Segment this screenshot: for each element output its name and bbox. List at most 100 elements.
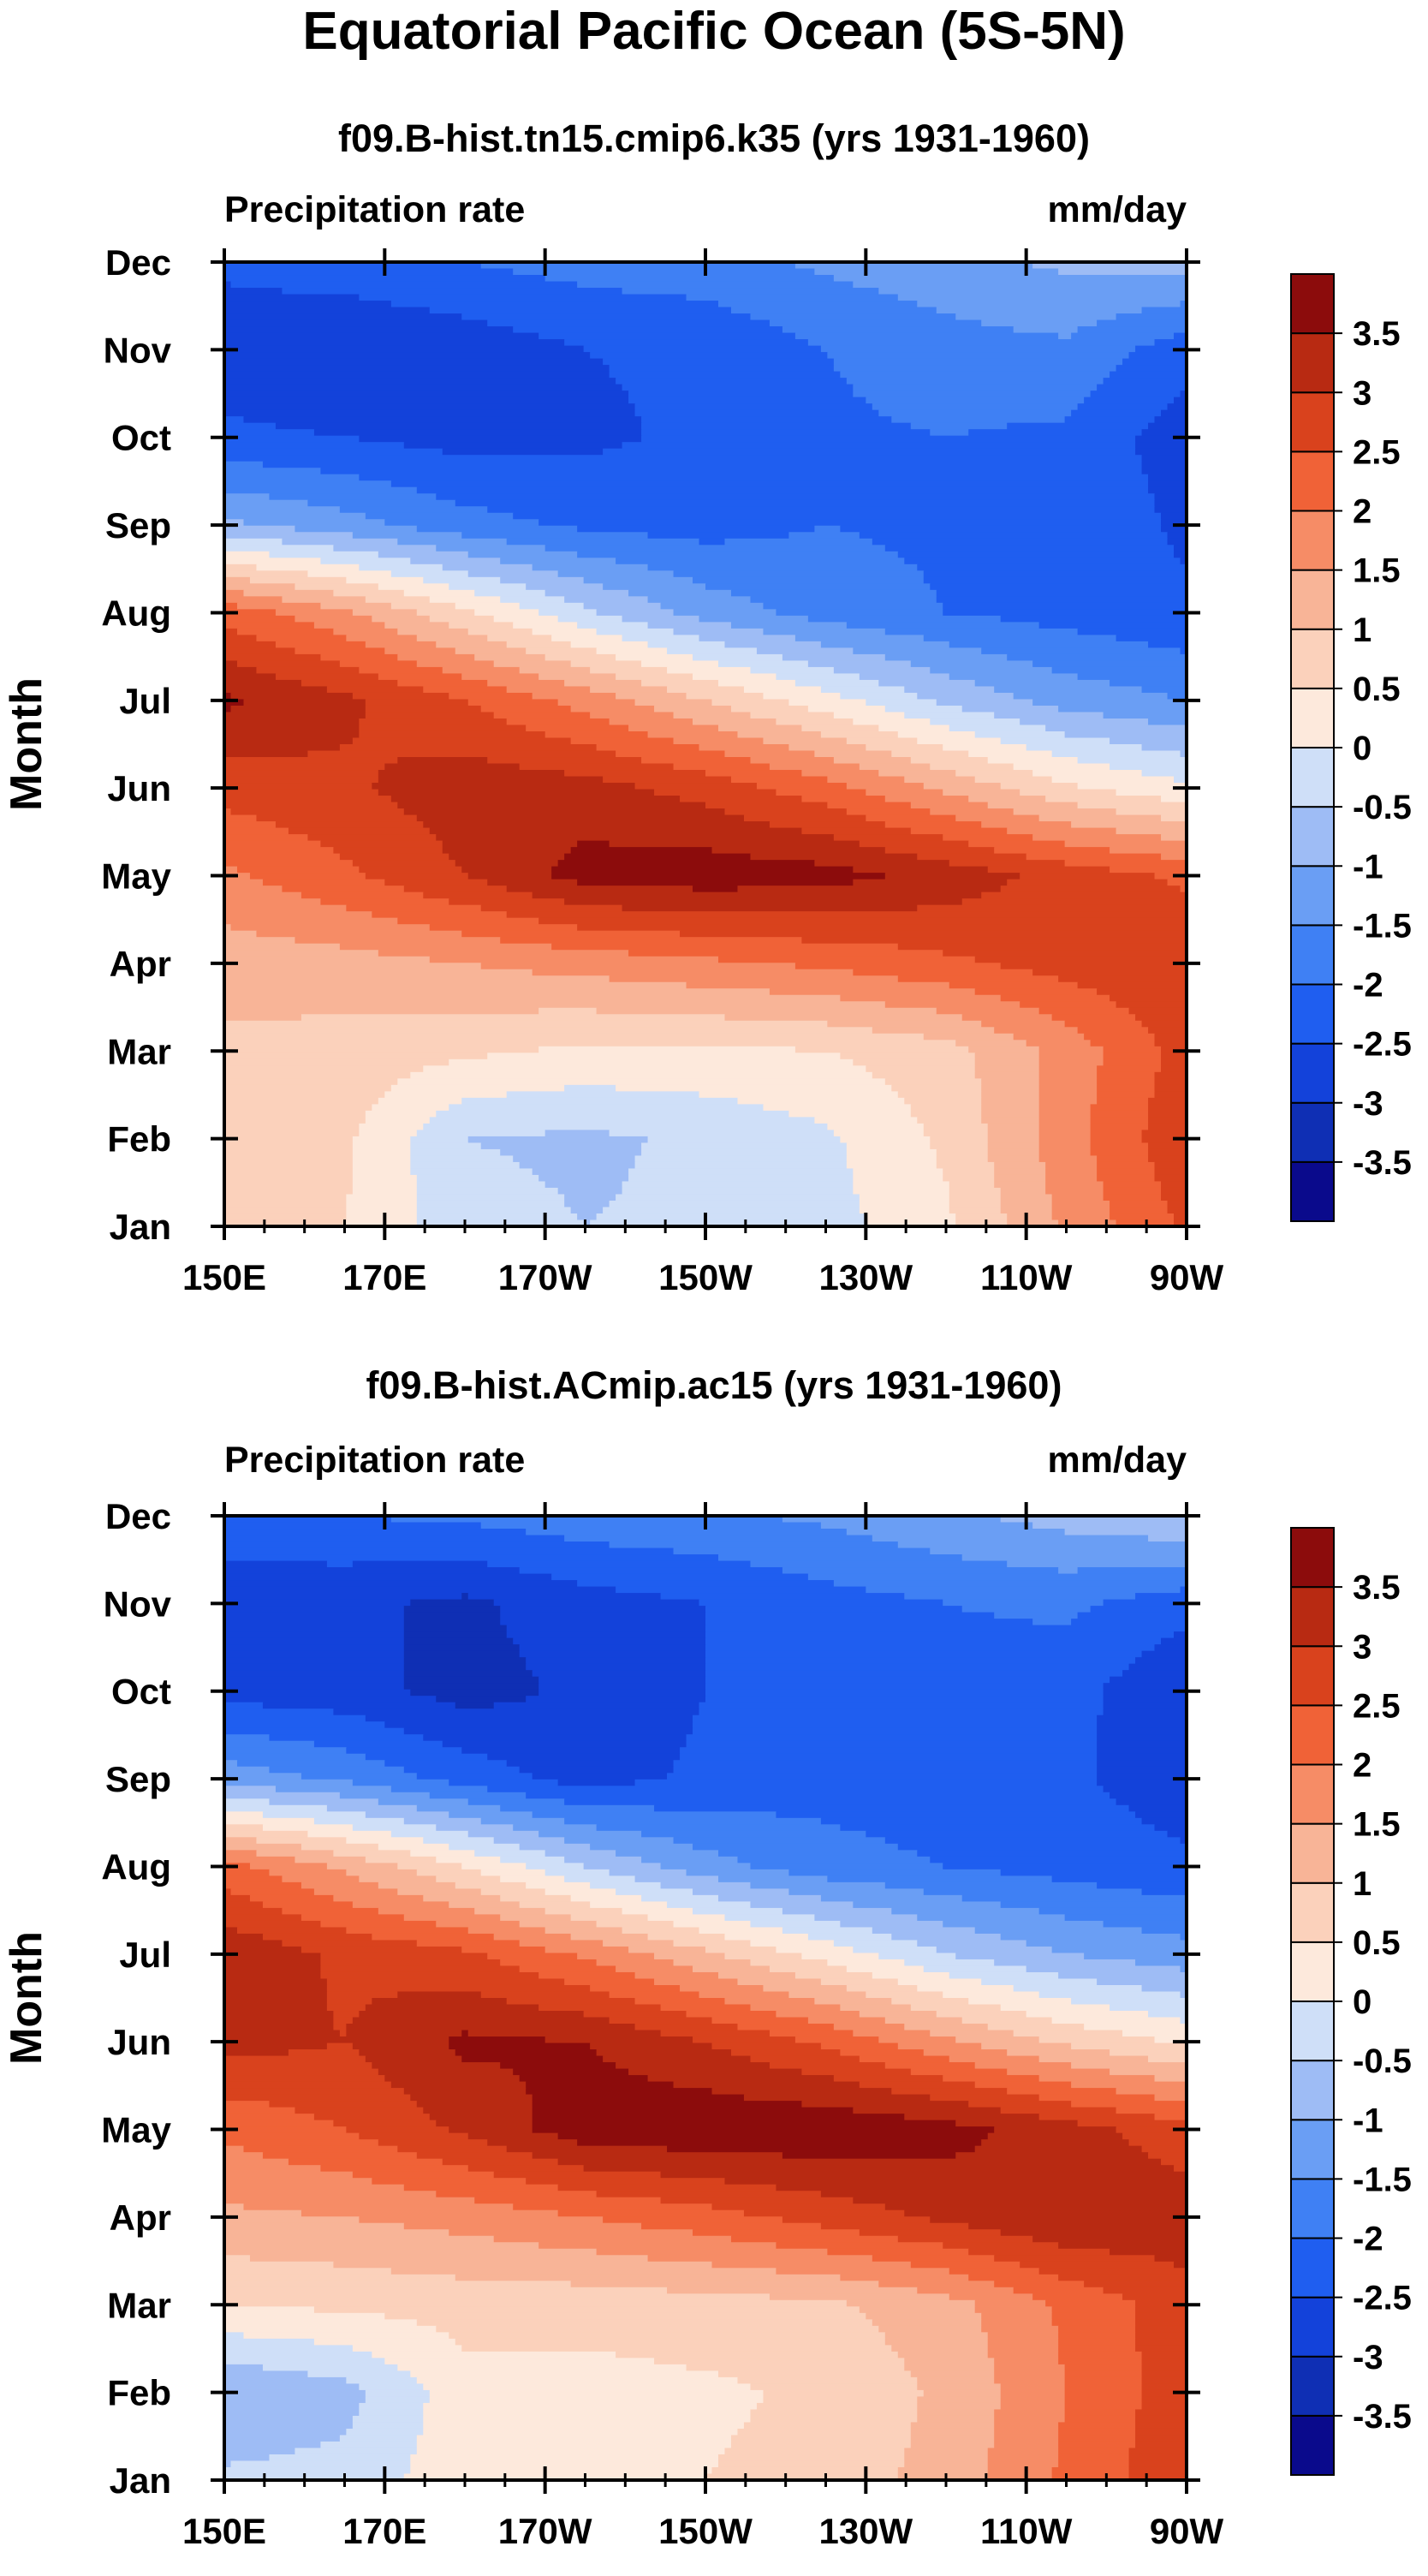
contour-cell (1128, 352, 1187, 360)
contour-cell (442, 564, 533, 571)
contour-cell (224, 2011, 334, 2018)
contour-cell (833, 666, 931, 675)
contour-cell (295, 2448, 418, 2455)
contour-cell (1051, 1946, 1187, 1954)
contour-cell (846, 737, 918, 745)
contour-cell (609, 718, 693, 726)
colorbar-label: -3.5 (1353, 1144, 1412, 1182)
contour-cell (1000, 1869, 1187, 1876)
contour-cell (1174, 1631, 1187, 1639)
contour-cell (224, 1714, 366, 1722)
contour-cell (616, 1888, 693, 1896)
contour-cell (917, 853, 1027, 861)
contour-cell (936, 1148, 989, 1157)
contour-cell (1058, 2428, 1136, 2436)
contour-cell (416, 486, 1149, 494)
contour-cell (224, 301, 392, 308)
contour-cell (846, 1155, 937, 1163)
contour-cell (782, 1567, 1059, 1575)
panel-2-left-label: Precipitation rate (224, 1440, 525, 1481)
contour-cell (1154, 493, 1187, 501)
contour-cell (699, 1091, 899, 1099)
contour-cell (461, 1097, 739, 1105)
contour-cell (526, 1881, 591, 1889)
contour-cell (224, 2171, 354, 2179)
contour-cell (1110, 1200, 1169, 1208)
contour-cell (693, 1888, 790, 1896)
contour-cell (807, 2017, 886, 2024)
contour-cell (1148, 718, 1187, 726)
contour-cell (403, 1766, 521, 1774)
contour-cell (224, 2351, 372, 2358)
contour-cell (1097, 1766, 1187, 1774)
contour-cell (224, 950, 379, 957)
contour-cell (1051, 1200, 1110, 1208)
contour-cell (1148, 2055, 1187, 2063)
contour-cell (1058, 2351, 1143, 2358)
contour-cell (403, 1637, 514, 1645)
contour-cell (224, 2268, 392, 2275)
contour-cell (981, 2042, 1072, 2050)
contour-cell (686, 1734, 1098, 1742)
contour-cell (313, 2338, 456, 2346)
contour-cell (224, 2145, 245, 2153)
contour-cell (987, 802, 1079, 809)
contour-cell (603, 583, 706, 591)
contour-cell (224, 666, 258, 675)
contour-cell (544, 1946, 629, 1954)
contour-cell (352, 2422, 424, 2430)
contour-cell (224, 1136, 354, 1144)
contour-cell (365, 1117, 431, 1124)
contour-cell (224, 538, 283, 546)
contour-cell (403, 1683, 539, 1690)
contour-cell (801, 2101, 969, 2108)
contour-cell (519, 1843, 591, 1851)
contour-cell (846, 1148, 937, 1157)
contour-cell (564, 1856, 642, 1863)
contour-cell (730, 705, 809, 713)
contour-cell (827, 1875, 1053, 1883)
contour-cell (1174, 1213, 1187, 1221)
contour-cell (474, 1850, 546, 1857)
contour-cell (1038, 814, 1162, 822)
contour-cell (224, 802, 398, 809)
contour-cell (1161, 512, 1187, 520)
contour-cell (532, 1811, 777, 1819)
contour-cell (904, 2364, 995, 2371)
contour-cell (994, 1174, 1046, 1183)
contour-cell (788, 1869, 1002, 1876)
contour-cell (634, 783, 758, 790)
contour-cell (224, 1824, 264, 1832)
contour-cell (891, 2088, 1008, 2096)
contour-cell (224, 384, 623, 391)
contour-cell (1128, 2460, 1187, 2468)
contour-cell (1097, 1779, 1187, 1786)
contour-cell (570, 705, 655, 713)
contour-cell (717, 1894, 822, 1902)
contour-cell (981, 891, 1187, 899)
contour-cell (1097, 988, 1187, 996)
contour-cell (737, 886, 1002, 893)
contour-cell (974, 1058, 1040, 1066)
contour-cell (622, 442, 1136, 450)
contour-cell (917, 2396, 1002, 2404)
contour-cell (397, 653, 475, 662)
contour-cell (987, 2024, 1085, 2031)
contour-cell (224, 339, 565, 347)
contour-cell (333, 589, 405, 597)
contour-cell (359, 2011, 585, 2018)
contour-cell (269, 2454, 411, 2462)
contour-cell (1084, 2281, 1187, 2288)
contour-cell (224, 332, 539, 340)
contour-cell (1161, 519, 1187, 527)
panel-2-ticks (211, 1502, 1200, 2494)
contour-cell (923, 576, 1187, 584)
contour-cell (693, 1727, 1098, 1735)
contour-cell (295, 615, 372, 623)
contour-cell (917, 2402, 1002, 2411)
contour-cell (474, 653, 546, 662)
contour-cell (936, 589, 1187, 597)
contour-cell (461, 2030, 469, 2037)
contour-cell (730, 2435, 912, 2442)
contour-cell (442, 666, 521, 675)
